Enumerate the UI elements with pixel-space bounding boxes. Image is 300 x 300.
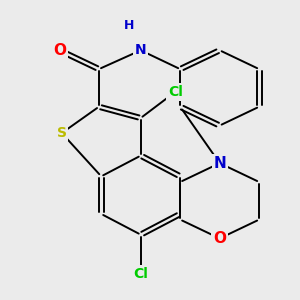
- Text: Cl: Cl: [133, 267, 148, 281]
- Text: O: O: [53, 43, 66, 58]
- Text: N: N: [135, 43, 146, 57]
- Text: N: N: [213, 156, 226, 171]
- Text: O: O: [213, 231, 226, 246]
- Text: Cl: Cl: [168, 85, 183, 99]
- Text: H: H: [124, 19, 134, 32]
- Text: S: S: [57, 126, 67, 140]
